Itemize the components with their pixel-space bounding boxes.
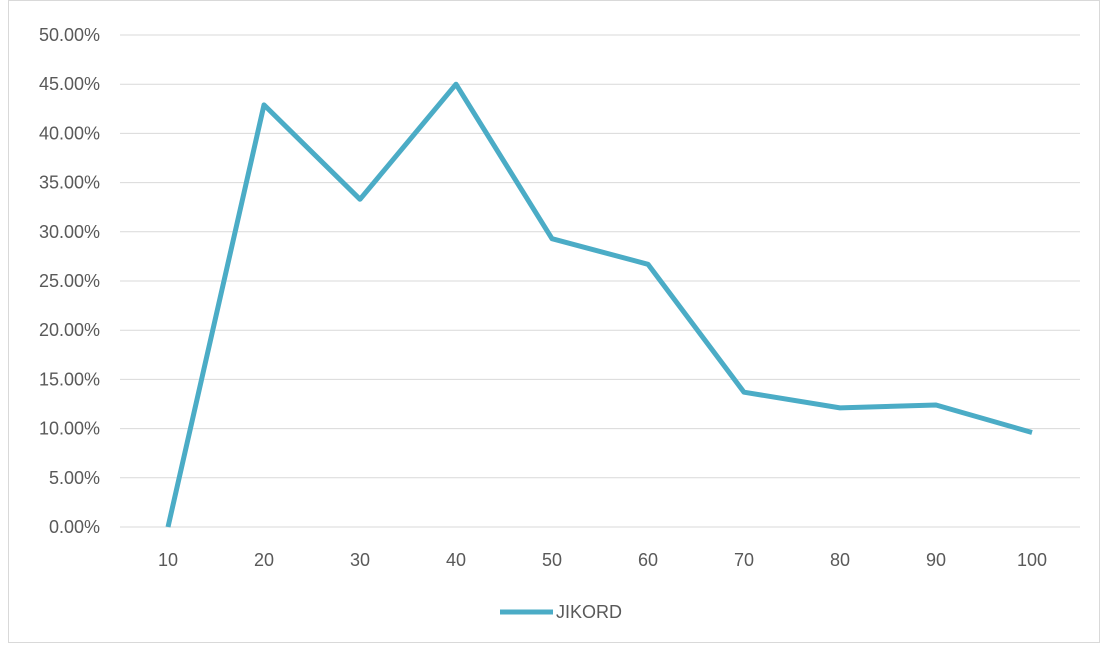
y-tick-label: 40.00%: [39, 123, 100, 143]
y-tick-label: 25.00%: [39, 271, 100, 291]
x-tick-label: 70: [734, 550, 754, 570]
chart-frame: [8, 0, 1100, 643]
y-tick-label: 15.00%: [39, 369, 100, 389]
x-tick-label: 90: [926, 550, 946, 570]
x-tick-label: 60: [638, 550, 658, 570]
legend: JIKORD: [500, 602, 622, 622]
legend-label-jikord: JIKORD: [556, 602, 622, 622]
y-tick-label: 5.00%: [49, 468, 100, 488]
y-tick-label: 35.00%: [39, 173, 100, 193]
y-tick-label: 10.00%: [39, 419, 100, 439]
x-axis-tick-labels: 10 20 30 40 50 60 70 80 90 100: [158, 550, 1047, 570]
y-tick-label: 0.00%: [49, 517, 100, 537]
x-tick-label: 100: [1017, 550, 1047, 570]
y-tick-label: 20.00%: [39, 320, 100, 340]
x-tick-label: 30: [350, 550, 370, 570]
y-tick-label: 50.00%: [39, 25, 100, 45]
x-tick-label: 80: [830, 550, 850, 570]
series-lines: [165, 81, 1033, 528]
x-tick-label: 50: [542, 550, 562, 570]
series-line-jikord: [165, 81, 1033, 528]
x-tick-label: 20: [254, 550, 274, 570]
y-tick-label: 30.00%: [39, 222, 100, 242]
x-tick-label: 10: [158, 550, 178, 570]
x-tick-label: 40: [446, 550, 466, 570]
y-axis-tick-labels: 0.00% 5.00% 10.00% 15.00% 20.00% 25.00% 30.00%…: [39, 25, 100, 537]
gridlines: [120, 34, 1080, 528]
y-tick-label: 45.00%: [39, 74, 100, 94]
